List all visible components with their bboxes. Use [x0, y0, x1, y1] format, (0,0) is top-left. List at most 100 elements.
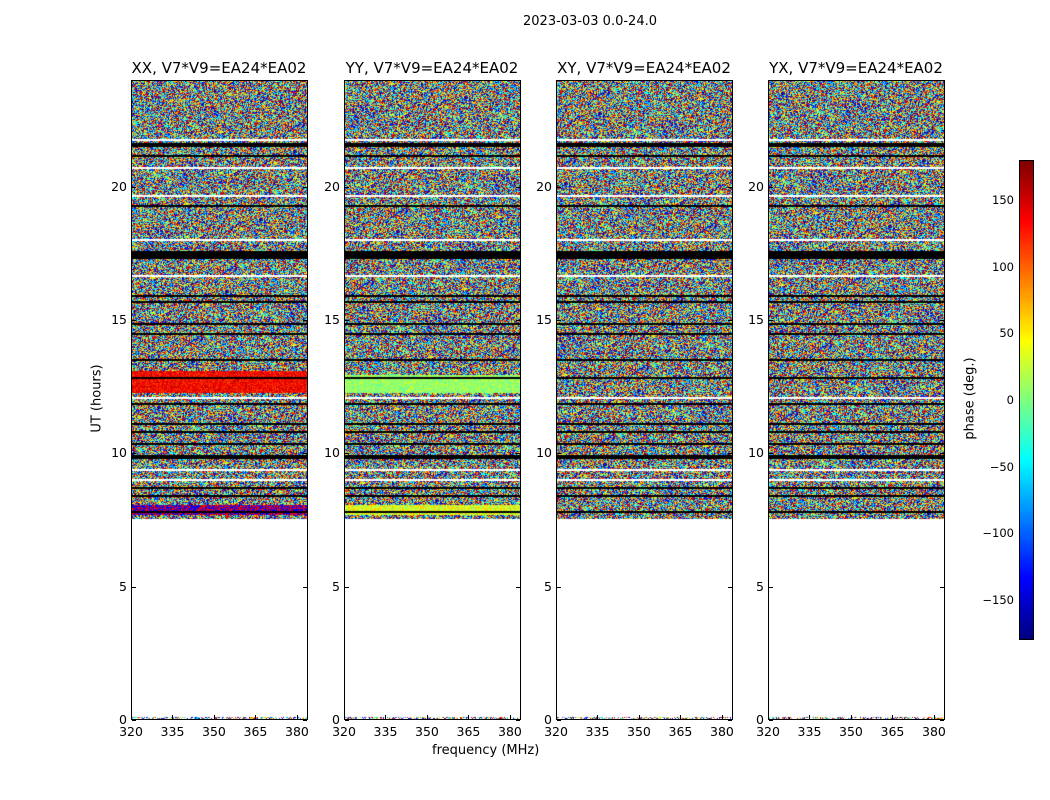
x-tick-mark [509, 715, 511, 719]
x-tick-mark [933, 715, 935, 719]
y-tick-mark [132, 320, 136, 321]
heatmap-panel-xy [556, 80, 733, 720]
y-tick-mark [769, 586, 773, 588]
y-tick-label: 0 [119, 712, 127, 727]
y-tick-mark [940, 186, 944, 188]
y-tick-mark [345, 186, 349, 188]
colorbar-label: phase (deg.) [962, 357, 978, 440]
x-tick-label: 320 [119, 724, 143, 739]
heatmap-panel-yx [768, 80, 945, 720]
y-tick-mark [557, 320, 561, 321]
y-tick-label: 10 [748, 445, 764, 461]
y-tick-mark [557, 453, 561, 455]
heatmap-cells-xy [557, 81, 732, 719]
y-tick-label: 20 [111, 178, 127, 194]
x-tick-mark [131, 715, 132, 719]
y-tick-label: 10 [111, 445, 127, 461]
y-tick-mark [769, 453, 773, 455]
y-tick-mark [303, 320, 307, 321]
y-tick-mark [132, 186, 136, 188]
x-tick-label: 380 [710, 724, 734, 739]
x-tick-mark [255, 715, 257, 719]
y-tick-mark [557, 720, 561, 721]
figure-suptitle: 2023-03-03 0.0-24.0 [523, 14, 657, 29]
y-tick-mark [303, 720, 307, 721]
panel-title-yx: YX, V7*V9=EA24*EA02 [769, 59, 943, 77]
colorbar-tick-label: 0 [1006, 393, 1014, 407]
y-tick-mark [728, 186, 732, 188]
x-tick-mark [638, 715, 640, 719]
y-tick-label: 0 [544, 712, 552, 727]
x-tick-label: 380 [285, 724, 309, 739]
panel-title-yy: YY, V7*V9=EA24*EA02 [345, 59, 519, 77]
y-tick-mark [516, 586, 520, 588]
x-tick-mark [344, 715, 345, 719]
x-tick-mark [680, 715, 682, 719]
y-tick-label: 5 [756, 578, 764, 594]
x-tick-label: 320 [332, 724, 356, 739]
y-tick-mark [769, 320, 773, 321]
colorbar-tick-label: 100 [992, 259, 1014, 274]
x-tick-label: 350 [839, 724, 863, 739]
y-tick-label: 10 [536, 445, 552, 461]
panel-title-xx: XX, V7*V9=EA24*EA02 [131, 59, 307, 77]
x-tick-label: 335 [160, 724, 185, 739]
colorbar-tick-label: −150 [982, 593, 1014, 607]
x-tick-label: 335 [585, 724, 610, 739]
x-tick-mark [213, 715, 215, 719]
heatmap-cells-yy [345, 81, 520, 719]
y-tick-label: 15 [324, 312, 340, 327]
x-tick-label: 380 [498, 724, 522, 739]
y-tick-mark [728, 586, 732, 588]
y-tick-mark [557, 186, 561, 188]
y-tick-mark [940, 586, 944, 588]
y-tick-mark [728, 453, 732, 455]
y-tick-mark [132, 720, 136, 721]
x-tick-label: 365 [243, 724, 268, 739]
y-tick-label: 5 [332, 578, 340, 594]
y-tick-mark [132, 586, 136, 588]
x-tick-label: 320 [756, 724, 780, 739]
y-tick-mark [345, 586, 349, 588]
y-tick-label: 0 [756, 712, 764, 727]
x-tick-mark [850, 715, 852, 719]
x-tick-mark [468, 715, 470, 719]
x-tick-mark [768, 715, 769, 719]
x-tick-mark [721, 715, 723, 719]
heatmap-cells-yx [769, 81, 944, 719]
y-tick-mark [728, 320, 732, 321]
x-tick-mark [556, 715, 557, 719]
colorbar-tick-label: −100 [982, 526, 1014, 541]
y-tick-mark [345, 320, 349, 321]
y-tick-label: 10 [324, 445, 340, 461]
y-tick-mark [303, 186, 307, 188]
x-tick-mark [385, 715, 387, 719]
y-tick-mark [516, 320, 520, 321]
y-tick-mark [345, 453, 349, 455]
x-tick-label: 335 [373, 724, 398, 739]
x-tick-label: 335 [797, 724, 822, 739]
x-tick-mark [597, 715, 599, 719]
x-tick-label: 350 [627, 724, 651, 739]
y-tick-mark [769, 720, 773, 721]
y-tick-label: 15 [111, 312, 127, 327]
colorbar [1019, 160, 1034, 640]
y-tick-mark [516, 186, 520, 188]
y-tick-mark [557, 586, 561, 588]
x-tick-label: 320 [544, 724, 568, 739]
y-tick-mark [940, 453, 944, 455]
y-tick-mark [516, 453, 520, 455]
x-axis-label: frequency (MHz) [432, 743, 540, 758]
y-tick-mark [769, 186, 773, 188]
panel-title-xy: XY, V7*V9=EA24*EA02 [557, 59, 731, 77]
y-tick-mark [516, 720, 520, 721]
x-tick-mark [426, 715, 428, 719]
colorbar-tick-label: 50 [999, 326, 1014, 341]
heatmap-panel-xx [131, 80, 308, 720]
y-tick-label: 20 [536, 178, 552, 194]
x-tick-mark [809, 715, 811, 719]
x-tick-mark [892, 715, 894, 719]
y-tick-mark [940, 320, 944, 321]
y-tick-label: 5 [544, 578, 552, 594]
